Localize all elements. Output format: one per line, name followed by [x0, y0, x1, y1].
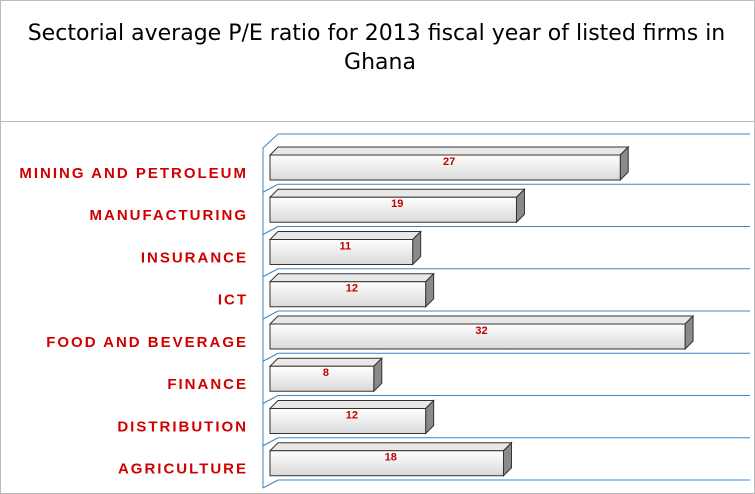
category-label: MANUFACTURING: [90, 207, 249, 224]
bar-top: [268, 442, 513, 452]
bar: [269, 154, 621, 181]
bar: [269, 196, 517, 223]
category-label: FINANCE: [167, 376, 248, 393]
grid-line: [262, 226, 279, 235]
data-label: 11: [340, 240, 352, 252]
data-label: 12: [346, 283, 358, 295]
data-label: 19: [391, 198, 403, 210]
title-line: Sectorial average P/E ratio for 2013 fis…: [28, 21, 726, 46]
grid-line: [262, 395, 279, 404]
bar-top: [268, 146, 630, 156]
title-line: Ghana: [344, 50, 416, 75]
category-label: FOOD AND BEVERAGE: [46, 334, 248, 351]
axis-line: [262, 133, 279, 149]
bar: [269, 239, 414, 265]
bar-top: [268, 315, 695, 325]
bar: [269, 365, 375, 392]
bar-top: [268, 357, 383, 367]
bar-top: [268, 188, 526, 198]
category-label: MINING AND PETROLEUM: [19, 165, 248, 182]
bar-top: [268, 231, 422, 240]
bar: [269, 281, 427, 308]
bar: [269, 450, 504, 477]
data-label: 12: [346, 409, 358, 421]
bar-top: [268, 400, 435, 409]
grid-line: [262, 183, 279, 193]
bar: [269, 323, 686, 350]
grid-line: [262, 479, 279, 489]
data-label: 8: [323, 367, 329, 379]
data-label: 32: [475, 325, 487, 337]
category-label: INSURANCE: [141, 249, 248, 266]
grid-line: [262, 310, 279, 320]
bar-top: [268, 273, 435, 283]
grid-line: [262, 437, 279, 447]
data-label: 27: [443, 156, 455, 168]
bar: [269, 408, 427, 434]
category-label: DISTRIBUTION: [117, 418, 248, 435]
category-label: ICT: [218, 292, 248, 309]
category-label: AGRICULTURE: [118, 461, 248, 478]
chart-title: Sectorial average P/E ratio for 2013 fis…: [28, 21, 733, 75]
grid-line: [262, 352, 279, 362]
data-label: 18: [385, 452, 397, 464]
grid-line: [262, 268, 279, 278]
